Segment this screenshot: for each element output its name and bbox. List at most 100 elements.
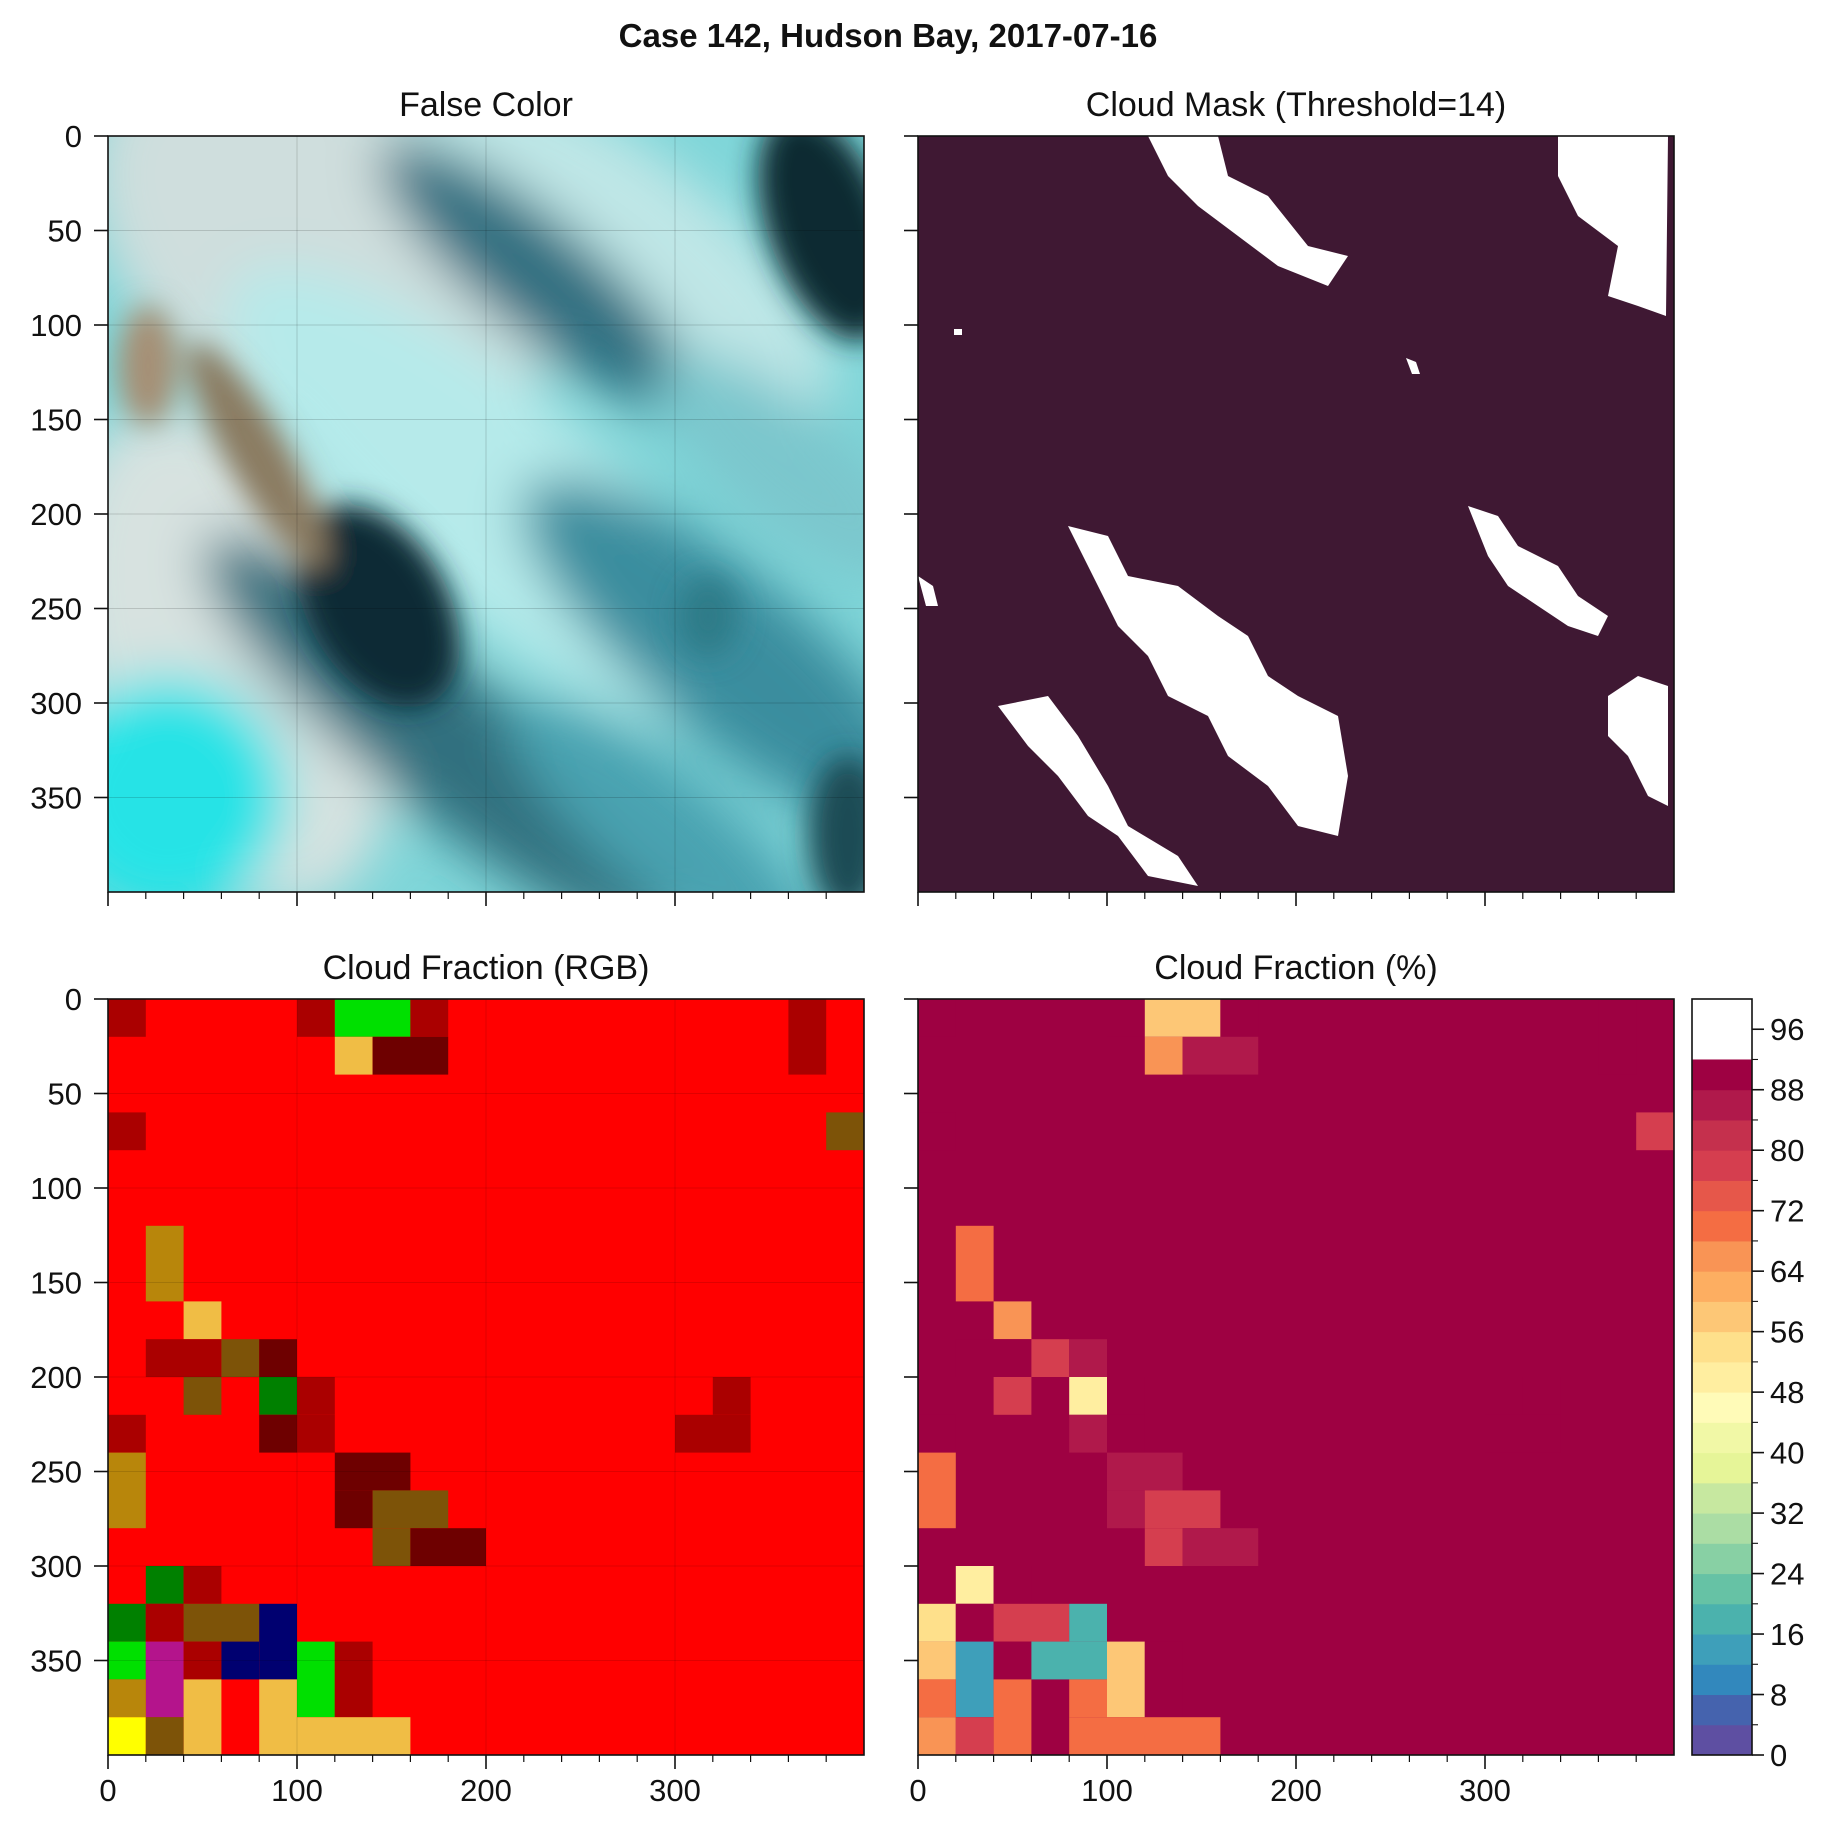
pct-cell: [1069, 1339, 1107, 1377]
rgb-cell: [297, 1717, 411, 1755]
colorbar-level: [1692, 1331, 1752, 1363]
pct-cell: [1144, 1490, 1221, 1529]
pct-cell: [1107, 999, 1145, 1037]
colorbar-tick-label: 48: [1770, 1375, 1804, 1410]
cloud-fraction-pct-axes: 0 100 200 300: [904, 998, 1637, 1808]
figure-title: Case 142, Hudson Bay, 2017-07-16: [619, 17, 1158, 54]
panel-title-cloud-fraction-pct: Cloud Fraction (%): [1154, 949, 1437, 987]
rgb-cell: [334, 1452, 411, 1491]
y-tick-label: 200: [30, 497, 82, 532]
y-tick-label: 200: [30, 1360, 82, 1395]
colorbar-level: [1692, 1634, 1752, 1665]
colorbar-level: [1692, 1543, 1752, 1575]
colorbar-tick-label: 0: [1770, 1738, 1787, 1773]
rgb-cell: [108, 1717, 146, 1755]
x-tick-label: 0: [909, 1773, 926, 1808]
rgb-cell: [372, 1036, 449, 1075]
colorbar-level: [1692, 1059, 1752, 1091]
colorbar-tick-label: 16: [1770, 1617, 1804, 1652]
cloud-fraction-pct-cells: [918, 999, 1674, 1755]
rgb-cell: [334, 1641, 373, 1718]
y-tick-label: 0: [65, 982, 82, 1017]
x-tick-label: 200: [1270, 1773, 1322, 1808]
colorbar-level: [1692, 1301, 1752, 1333]
pct-cell: [1069, 1717, 1221, 1755]
panel-title-false-color: False Color: [399, 86, 573, 124]
pct-cell: [1636, 1112, 1674, 1151]
y-tick-label: 300: [30, 1549, 82, 1584]
cloud-mask-image: [918, 136, 1674, 892]
rgb-cell: [221, 1339, 260, 1377]
y-tick-label: 350: [30, 1644, 82, 1679]
colorbar-tick-label: 8: [1770, 1678, 1787, 1713]
cloud-fraction-rgb-axes: 0 100 200 300 0 50 100 150 200 250 300 350: [30, 982, 827, 1808]
rgb-cell: [334, 999, 411, 1037]
colorbar-level: [1692, 1724, 1752, 1756]
colorbar-level: [1692, 1603, 1752, 1635]
pct-cell: [918, 1452, 956, 1529]
rgb-cell: [297, 1414, 335, 1453]
pct-cell: [955, 1225, 994, 1302]
rgb-cell: [259, 1603, 297, 1680]
pct-cell: [1107, 1490, 1145, 1529]
pct-cell: [1144, 1528, 1183, 1566]
rgb-cell: [183, 1679, 222, 1755]
colorbar-level: [1692, 1664, 1752, 1696]
false-color-grid: [108, 136, 864, 892]
rgb-cell: [259, 1414, 297, 1453]
rgb-cell: [334, 1490, 373, 1529]
x-tick-label: 0: [99, 1773, 116, 1808]
y-tick-label: 350: [30, 781, 82, 816]
cloud-fraction-rgb-grid: [108, 999, 864, 1755]
rgb-cell: [675, 1414, 751, 1453]
colorbar-levels: [1692, 1059, 1752, 1756]
rgb-cell: [108, 1679, 146, 1718]
colorbar-level: [1692, 1513, 1752, 1544]
rgb-cell: [145, 1225, 184, 1302]
rgb-cell: [108, 999, 146, 1037]
colorbar-level: [1692, 1119, 1752, 1151]
x-tick-label: 300: [1459, 1773, 1511, 1808]
colorbar-tick-label: 32: [1770, 1496, 1804, 1531]
rgb-cell: [259, 1679, 297, 1755]
pct-cell: [1069, 1377, 1107, 1415]
pct-cell: [1107, 1414, 1145, 1453]
panel-title-cloud-mask: Cloud Mask (Threshold=14): [1086, 86, 1506, 124]
pct-cell: [955, 1566, 994, 1604]
rgb-cell: [108, 1112, 146, 1151]
pct-cell: [1485, 1414, 1561, 1453]
false-color-axes: 0 50 100 150 200 250 300 350: [30, 119, 827, 906]
rgb-cell: [788, 999, 827, 1075]
colorbar-level: [1692, 1482, 1752, 1514]
pct-cell: [993, 1679, 1032, 1755]
rgb-cell: [183, 1377, 222, 1415]
colorbar-level: [1692, 1210, 1752, 1242]
rgb-cell: [297, 1641, 335, 1718]
pct-cell: [1069, 1679, 1107, 1718]
colorbar-tick-label: 40: [1770, 1436, 1804, 1471]
rgb-cell: [297, 999, 335, 1037]
rgb-cell: [372, 1528, 411, 1566]
rgb-cell: [297, 1377, 335, 1415]
cloud-fraction-rgb-cells: [108, 999, 864, 1755]
colorbar-level: [1692, 1361, 1752, 1393]
rgb-cell: [826, 1112, 864, 1151]
rgb-cell: [145, 1566, 184, 1604]
colorbar-ticks: 0 8 16 24 32 40 48 56 64 72 80 88 96: [1752, 1012, 1804, 1773]
colorbar-tick-label: 88: [1770, 1073, 1804, 1108]
pct-cell: [1069, 1414, 1107, 1453]
pct-cell: [1598, 999, 1637, 1075]
colorbar-frame: [1691, 998, 1753, 1756]
y-tick-label: 300: [30, 686, 82, 721]
rgb-cell: [145, 1339, 222, 1377]
pct-cell: [1522, 1377, 1561, 1415]
pct-cell: [918, 1717, 956, 1755]
panel-cloud-fraction-pct: Cloud Fraction (%) 0 100 200 300: [904, 949, 1675, 1808]
rgb-cell: [108, 1603, 146, 1642]
pct-cell: [918, 1679, 956, 1718]
mask-cloud-regions: [918, 136, 1668, 886]
colorbar-level: [1692, 1271, 1752, 1302]
pct-cell: [1107, 1452, 1183, 1491]
panel-false-color: False Color: [30, 86, 865, 906]
y-tick-label: 150: [30, 403, 82, 438]
